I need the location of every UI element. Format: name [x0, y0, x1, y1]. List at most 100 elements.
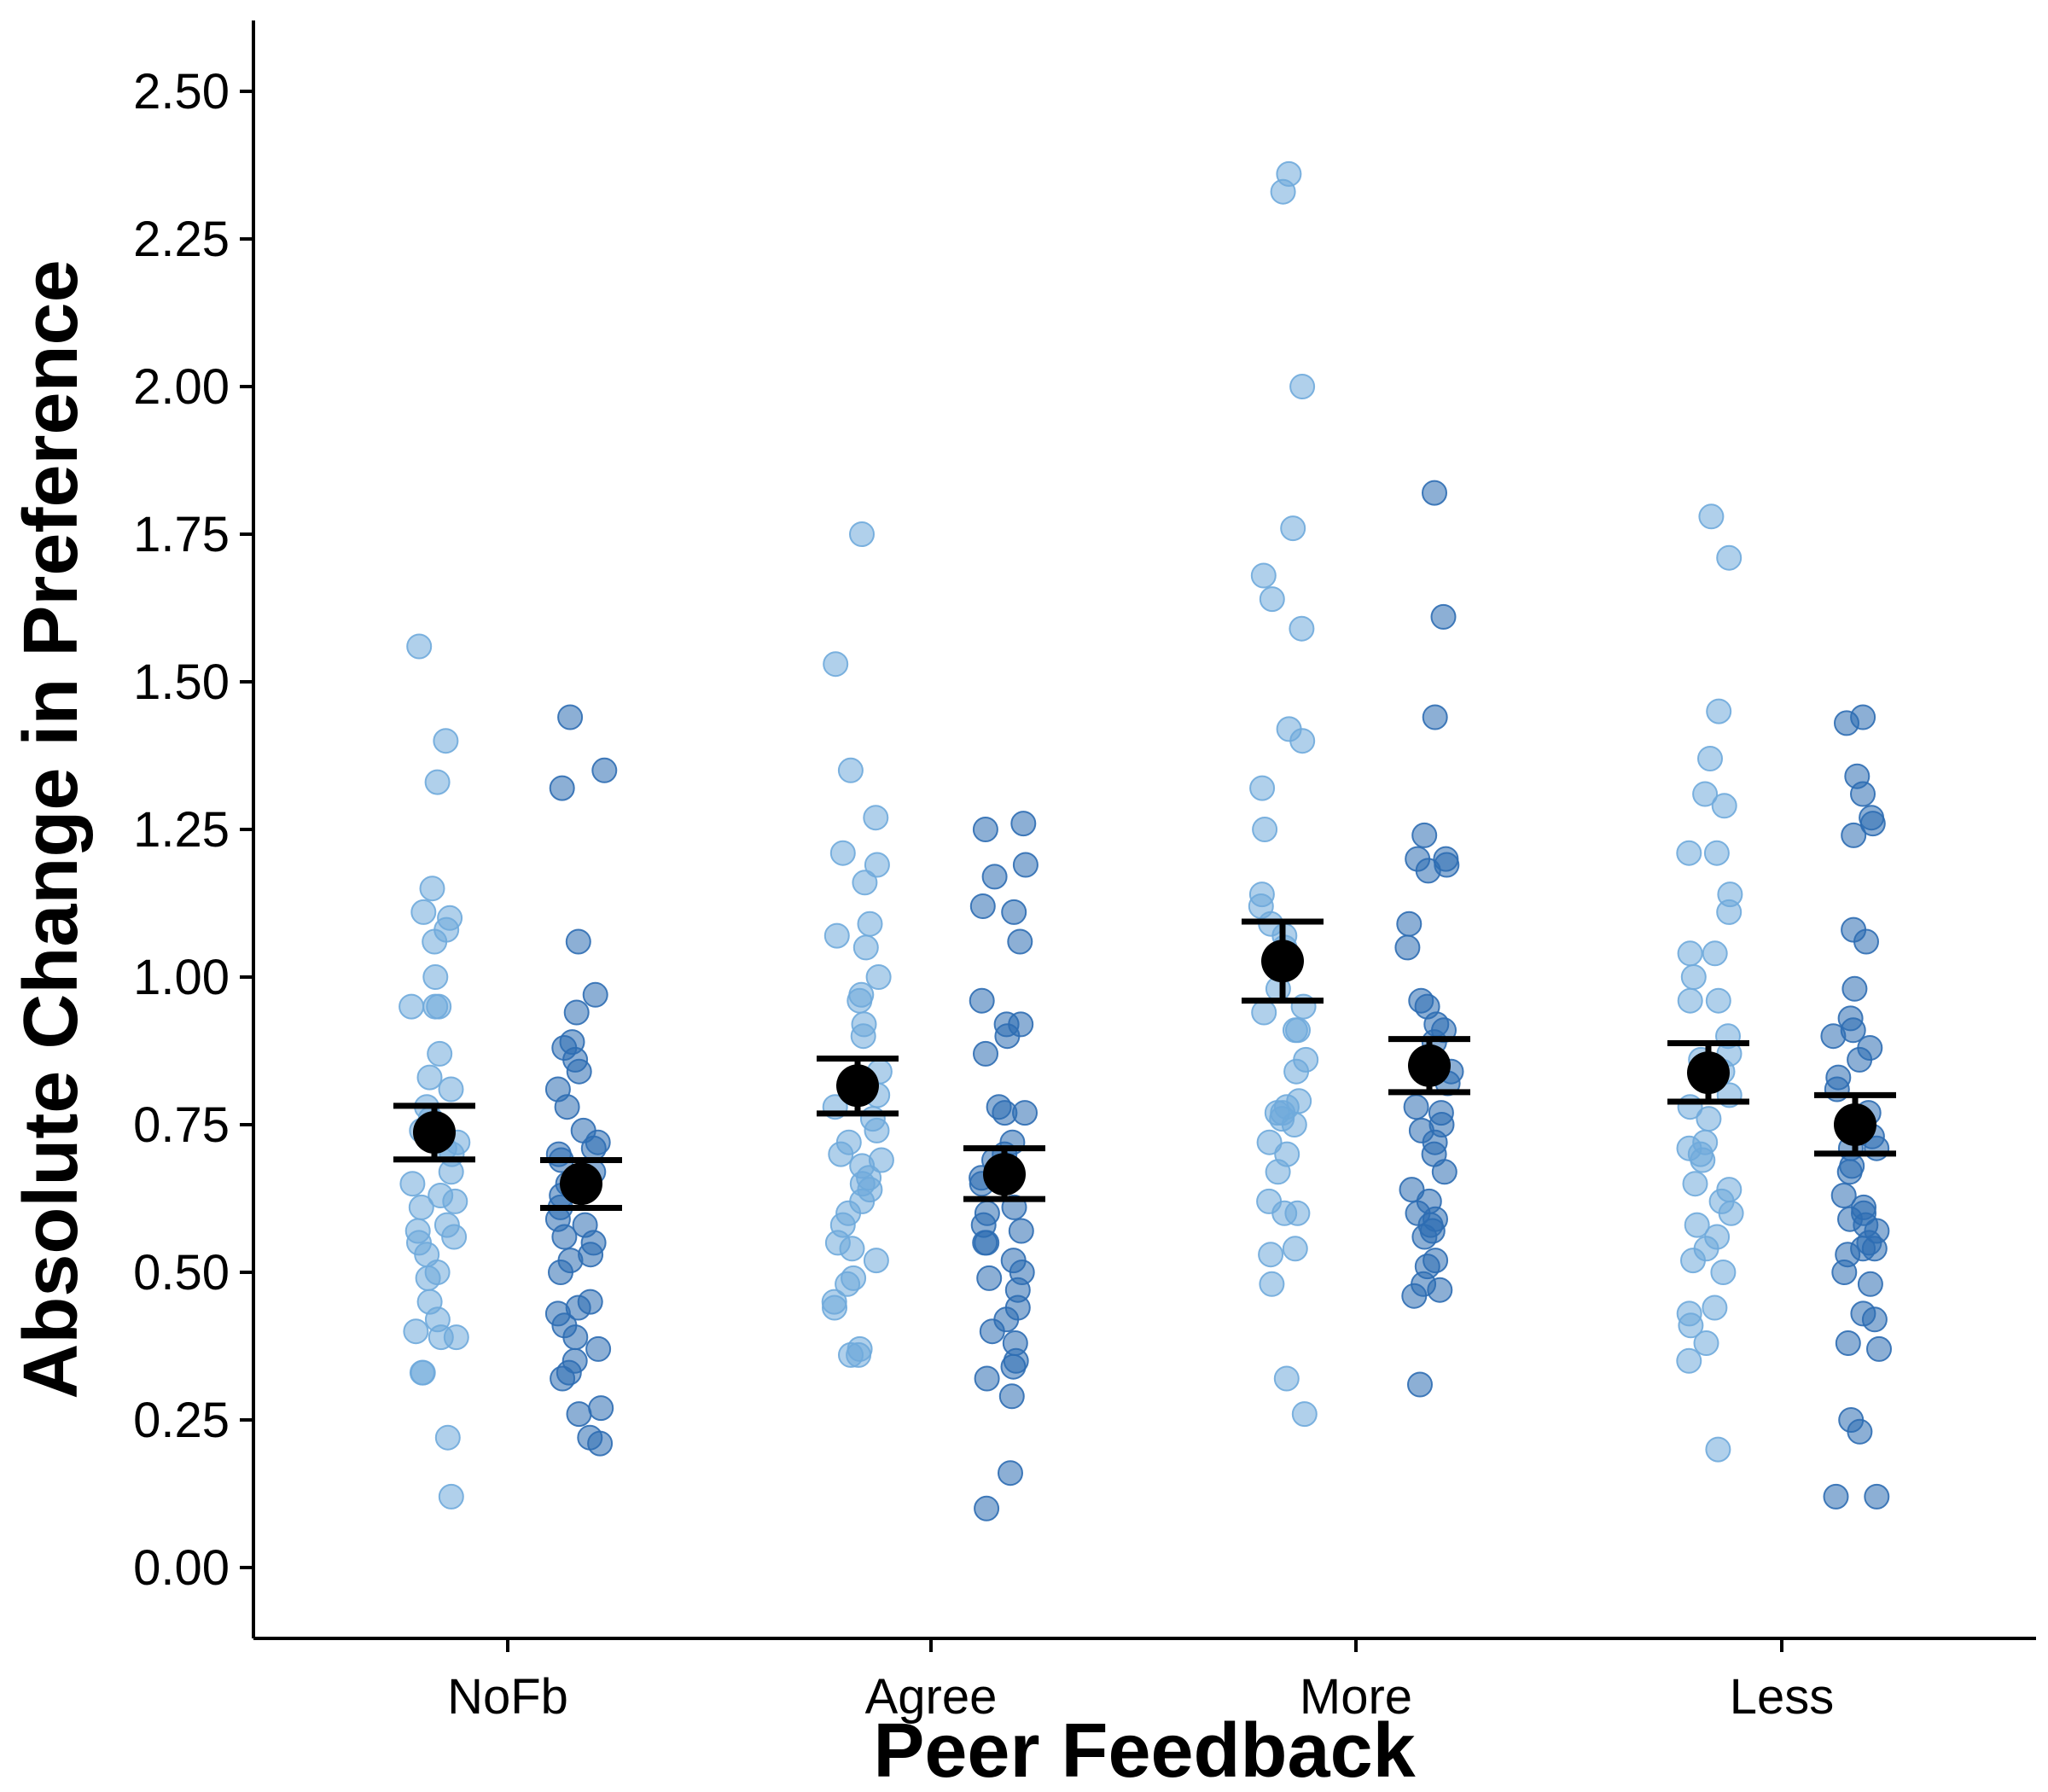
data-point — [837, 757, 864, 783]
data-point — [1008, 1218, 1034, 1244]
data-point — [550, 1365, 576, 1392]
data-point — [864, 1117, 890, 1143]
x-ticks: NoFb Agree More Less — [447, 1638, 1834, 1725]
data-point — [850, 1023, 876, 1050]
data-point — [1698, 503, 1725, 530]
data-point — [1702, 1295, 1728, 1321]
data-point — [403, 1318, 429, 1345]
mean-point — [1408, 1044, 1451, 1087]
data-point — [1403, 1094, 1429, 1120]
data-point — [1866, 1335, 1892, 1362]
data-point — [1834, 710, 1859, 736]
data-point — [1289, 728, 1316, 754]
data-point — [829, 840, 856, 866]
x-tick-label: Less — [1730, 1669, 1835, 1725]
data-point — [419, 876, 445, 902]
data-point — [1684, 1212, 1710, 1238]
data-point — [442, 1188, 468, 1214]
data-point — [1703, 840, 1730, 866]
data-point — [1289, 615, 1315, 642]
data-point — [1415, 858, 1441, 884]
data-point — [422, 928, 448, 955]
data-point — [1291, 1401, 1318, 1428]
data-point — [1259, 586, 1285, 613]
data-point — [1682, 1171, 1708, 1197]
data-point — [1836, 1159, 1863, 1185]
data-point — [565, 928, 591, 955]
data-point — [1823, 1483, 1849, 1510]
data-point — [1716, 544, 1743, 571]
data-point — [1012, 852, 1039, 878]
data-point — [1282, 1017, 1308, 1044]
data-point — [438, 1483, 464, 1510]
data-point — [1820, 1023, 1847, 1050]
data-point — [998, 1460, 1023, 1487]
data-point — [863, 1248, 889, 1274]
data-point — [1012, 1100, 1038, 1126]
data-point — [1407, 1371, 1433, 1398]
data-point — [823, 922, 850, 949]
data-point — [1427, 1277, 1453, 1303]
data-point — [1678, 1312, 1704, 1339]
data-point — [1251, 999, 1277, 1026]
data-point — [1676, 840, 1702, 866]
mean-point — [836, 1064, 879, 1108]
x-tick-label: Agree — [865, 1669, 998, 1725]
mean-point — [413, 1111, 456, 1154]
mean-point — [1834, 1103, 1876, 1146]
y-tick-label: 1.50 — [133, 655, 230, 710]
data-point — [1835, 1330, 1861, 1356]
y-tick-label: 1.75 — [133, 507, 230, 562]
data-point — [406, 633, 433, 660]
data-point — [441, 1224, 468, 1250]
x-tick-label: More — [1300, 1669, 1412, 1725]
data-point — [857, 911, 883, 937]
data-point — [974, 1365, 1000, 1392]
data-point — [823, 651, 849, 678]
data-point — [849, 521, 875, 547]
data-point — [1692, 781, 1719, 807]
data-point — [557, 704, 584, 730]
y-tick-label: 0.00 — [133, 1540, 230, 1596]
data-point — [588, 1395, 614, 1422]
data-point — [1850, 781, 1876, 807]
data-point — [1431, 1159, 1457, 1185]
mean-point — [1687, 1051, 1730, 1095]
data-point — [438, 1076, 464, 1103]
data-point — [582, 981, 608, 1008]
data-point — [1411, 822, 1438, 848]
data-point — [410, 899, 437, 925]
data-point — [562, 1324, 589, 1351]
data-point — [864, 852, 890, 878]
y-tick-label: 0.50 — [133, 1245, 230, 1300]
data-point — [974, 1495, 1000, 1521]
data-point — [1690, 1147, 1716, 1173]
data-point — [1841, 822, 1867, 848]
data-point — [1001, 899, 1027, 925]
data-point — [1847, 1046, 1873, 1073]
data-point — [1711, 793, 1737, 819]
data-point — [587, 1430, 614, 1457]
data-point — [1271, 1200, 1298, 1226]
y-tick-label: 2.00 — [133, 359, 230, 415]
data-point — [1859, 811, 1886, 837]
data-point — [1697, 746, 1723, 771]
data-point — [974, 1230, 1000, 1256]
data-point — [1705, 1436, 1731, 1463]
data-point — [969, 893, 996, 919]
data-point — [426, 993, 452, 1020]
data-point — [1716, 899, 1743, 925]
data-point — [1830, 1183, 1857, 1208]
mean-point — [1261, 940, 1304, 983]
data-point — [852, 870, 878, 896]
data-point — [408, 1194, 434, 1220]
data-point — [1710, 1260, 1737, 1285]
data-point — [1853, 928, 1879, 955]
data-point — [1847, 1418, 1873, 1445]
data-point — [580, 1135, 607, 1161]
data-point — [865, 964, 892, 990]
summary-layer — [393, 918, 1896, 1212]
data-point — [863, 805, 889, 831]
mean-point — [560, 1162, 602, 1206]
data-point — [1289, 374, 1316, 399]
